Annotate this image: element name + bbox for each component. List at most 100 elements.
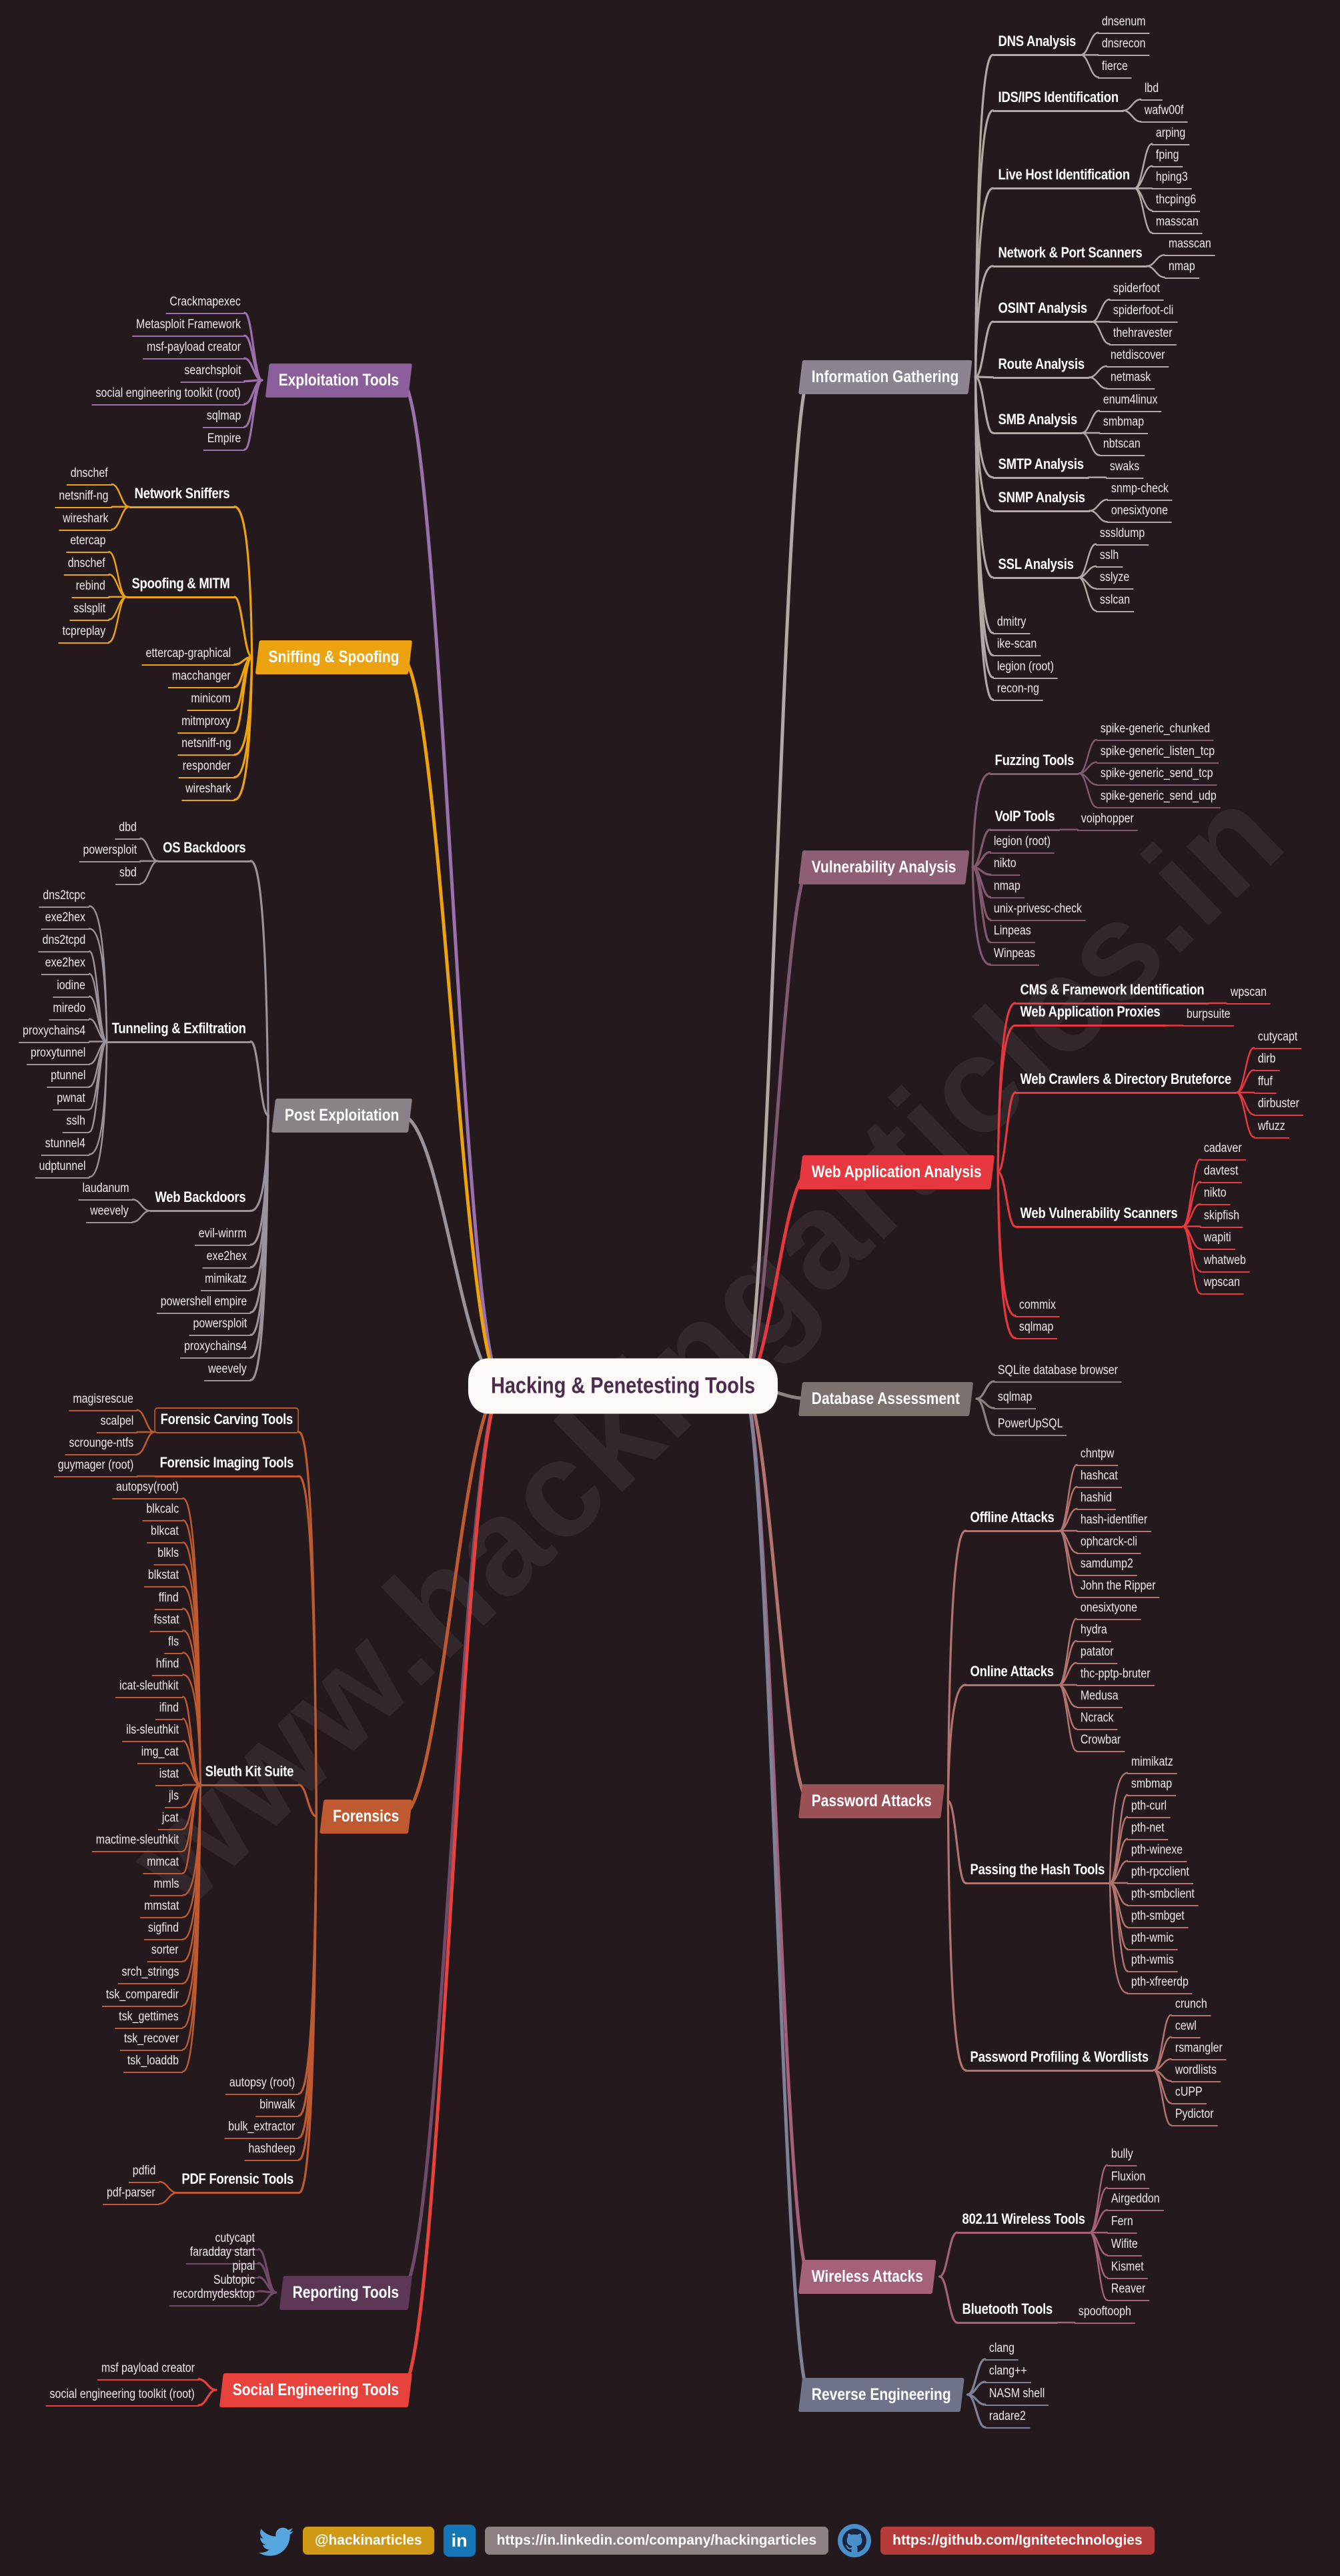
- tool-node-pth-smbclient: pth-smbclient: [1127, 1885, 1199, 1906]
- branch-label-web-application-analysis: Web Application Analysis: [800, 1155, 992, 1189]
- category-node-ids-ips-identification: IDS/IPS Identification: [992, 87, 1123, 112]
- category-node-web-application-proxies: Web Application Proxies: [1015, 1001, 1166, 1027]
- tool-node-legion-root: legion (root): [992, 658, 1058, 679]
- tool-node-nmap: nmap: [990, 877, 1025, 898]
- tool-node-arping: arping: [1152, 124, 1190, 145]
- tool-node-empire: Empire: [203, 430, 245, 451]
- category-node-network-sniffers: Network Sniffers: [129, 483, 235, 508]
- branch-label-vulnerability-analysis: Vulnerability Analysis: [800, 850, 967, 884]
- category-node-web-backdoors: Web Backdoors: [149, 1187, 251, 1213]
- tool-node-burpsuite: burpsuite: [1183, 1005, 1235, 1027]
- tool-node-searchsploit: searchsploit: [180, 362, 245, 383]
- tool-node-rsmangler: rsmangler: [1171, 2039, 1227, 2060]
- tool-node-recon-ng: recon-ng: [992, 680, 1043, 701]
- tool-node-pth-smbget: pth-smbget: [1127, 1907, 1189, 1928]
- tool-node-mmls: mmls: [149, 1875, 183, 1897]
- tool-node-tsk-comparedir: tsk_comparedir: [102, 1986, 183, 2007]
- tool-node-hashid: hashid: [1077, 1489, 1117, 1510]
- tool-node-davtest: davtest: [1200, 1162, 1243, 1183]
- tool-node-dnschef: dnschef: [63, 554, 109, 576]
- tool-node-nasm-shell: NASM shell: [984, 2385, 1049, 2406]
- tool-node-onesixtyone: onesixtyone: [1107, 502, 1172, 524]
- github-cat-glyph: [842, 2529, 867, 2553]
- category-node-ssl-analysis: SSL Analysis: [992, 554, 1079, 579]
- tool-node-netsniff-ng: netsniff-ng: [55, 487, 113, 508]
- tool-node-smbmap: smbmap: [1099, 413, 1149, 434]
- tool-node-chntpw: chntpw: [1077, 1445, 1119, 1466]
- tool-node-nikto: nikto: [1200, 1184, 1231, 1206]
- tool-node-john-the-ripper: John the Ripper: [1077, 1577, 1160, 1598]
- tool-node-social-engineering-toolkit-root: social engineering toolkit (root): [45, 2385, 199, 2407]
- tool-node-smbmap: smbmap: [1127, 1775, 1177, 1796]
- tool-node-exe2hex: exe2hex: [202, 1247, 251, 1269]
- branch-label-reporting-tools: Reporting Tools: [281, 2276, 410, 2310]
- tool-node-spike-generic-send-tcp: spike-generic_send_tcp: [1096, 764, 1217, 786]
- tool-node-metasploit-framework: Metasploit Framework: [131, 315, 245, 338]
- tool-node-dirbuster: dirbuster: [1253, 1095, 1303, 1117]
- branch-label-reverse-engineering: Reverse Engineering: [800, 2378, 962, 2412]
- tool-node-dnsenum: dnsenum: [1098, 13, 1150, 34]
- category-node-voip-tools: VoIP Tools: [990, 806, 1061, 831]
- tool-node-tsk-recover: tsk_recover: [120, 2030, 183, 2051]
- tool-node-guymager-root: guymager (root): [54, 1456, 138, 1478]
- tool-node-wordlists: wordlists: [1171, 2061, 1221, 2082]
- tool-node-blkls: blkls: [153, 1544, 183, 1566]
- tool-node-hash-identifier: hash-identifier: [1077, 1511, 1152, 1532]
- category-node-forensic-carving-tools: Forensic Carving Tools: [154, 1407, 299, 1434]
- tool-node-sigfind: sigfind: [144, 1919, 183, 1941]
- tool-node-dns2tcpc: dns2tcpc: [39, 886, 90, 908]
- tool-node-voiphopper: voiphopper: [1077, 810, 1139, 831]
- tool-node-sorter: sorter: [147, 1941, 183, 1963]
- tool-node-scrounge-ntfs: scrounge-ntfs: [65, 1434, 137, 1456]
- category-node-offline-attacks: Offline Attacks: [965, 1507, 1060, 1532]
- tool-node-powersploit: powersploit: [189, 1315, 251, 1337]
- tool-node-faradday-start: faradday start: [185, 2243, 259, 2265]
- tool-node-ifind: ifind: [155, 1699, 183, 1720]
- tool-node-fern: Fern: [1107, 2212, 1137, 2234]
- tool-node-hping3: hping3: [1152, 168, 1192, 190]
- tool-node-bully: bully: [1107, 2145, 1137, 2166]
- tool-node-ils-sleuthkit: ils-sleuthkit: [122, 1721, 183, 1742]
- tool-node-nikto: nikto: [990, 854, 1021, 876]
- linkedin-url-badge[interactable]: https://in.linkedin.com/company/hackinga…: [484, 2527, 829, 2555]
- category-node-route-analysis: Route Analysis: [992, 354, 1089, 379]
- tool-node-cupp: cUPP: [1171, 2083, 1207, 2104]
- tool-node-ike-scan: ike-scan: [992, 635, 1041, 657]
- tool-node-powerupsql: PowerUpSQL: [994, 1415, 1067, 1436]
- tool-node-crackmapexec: Crackmapexec: [165, 293, 245, 314]
- tool-node-winpeas: Winpeas: [990, 944, 1040, 966]
- footer-social-bar: @hackinarticles in https://in.linkedin.c…: [259, 2523, 1155, 2558]
- tool-node-fierce: fierce: [1098, 57, 1133, 79]
- tool-node-pth-wmic: pth-wmic: [1127, 1929, 1178, 1950]
- tool-node-pydictor: Pydictor: [1171, 2105, 1218, 2126]
- tool-node-crunch: crunch: [1171, 1995, 1211, 2016]
- linkedin-icon[interactable]: in: [443, 2525, 476, 2557]
- tool-node-sqlite-database-browser: SQLite database browser: [994, 1361, 1123, 1383]
- tool-node-linpeas: Linpeas: [990, 922, 1035, 944]
- tool-node-mimikatz: mimikatz: [1127, 1753, 1177, 1774]
- tool-node-ffuf: ffuf: [1253, 1073, 1277, 1094]
- twitter-handle-badge[interactable]: @hackinarticles: [303, 2527, 434, 2555]
- tool-node-nmap: nmap: [1164, 257, 1199, 279]
- category-node-sleuth-kit-suite: Sleuth Kit Suite: [200, 1761, 299, 1786]
- category-node-web-crawlers-directory-bruteforce: Web Crawlers & Directory Bruteforce: [1015, 1069, 1237, 1094]
- twitter-icon[interactable]: [259, 2523, 293, 2558]
- category-node-pdf-forensic-tools: PDF Forensic Tools: [177, 2168, 299, 2194]
- tool-node-stunnel4: stunnel4: [41, 1135, 89, 1156]
- github-icon[interactable]: [838, 2524, 872, 2557]
- tool-node-tcpreplay: tcpreplay: [58, 622, 109, 644]
- tool-node-pwnat: pwnat: [53, 1089, 89, 1111]
- tool-node-thehravester: thehravester: [1109, 324, 1177, 346]
- tool-node-ophcarck-cli: ophcarck-cli: [1077, 1533, 1142, 1554]
- tool-node-ncrack: Ncrack: [1076, 1709, 1118, 1730]
- tool-node-sqlmap: sqlmap: [1015, 1318, 1058, 1339]
- tool-node-msf-payload-creator: msf-payload creator: [142, 338, 245, 360]
- tool-node-legion-root: legion (root): [990, 832, 1055, 854]
- tool-node-netmask: netmask: [1107, 368, 1155, 390]
- tool-node-social-engineering-toolkit-root: social engineering toolkit (root): [91, 384, 245, 406]
- tool-node-fsstat: fsstat: [149, 1611, 183, 1632]
- tool-node-spiderfoot: spiderfoot: [1109, 279, 1165, 301]
- tool-node-img-cat: img_cat: [137, 1743, 183, 1764]
- tool-node-iodine: iodine: [53, 977, 89, 998]
- github-url-badge[interactable]: https://github.com/Ignitetechnologies: [880, 2527, 1155, 2555]
